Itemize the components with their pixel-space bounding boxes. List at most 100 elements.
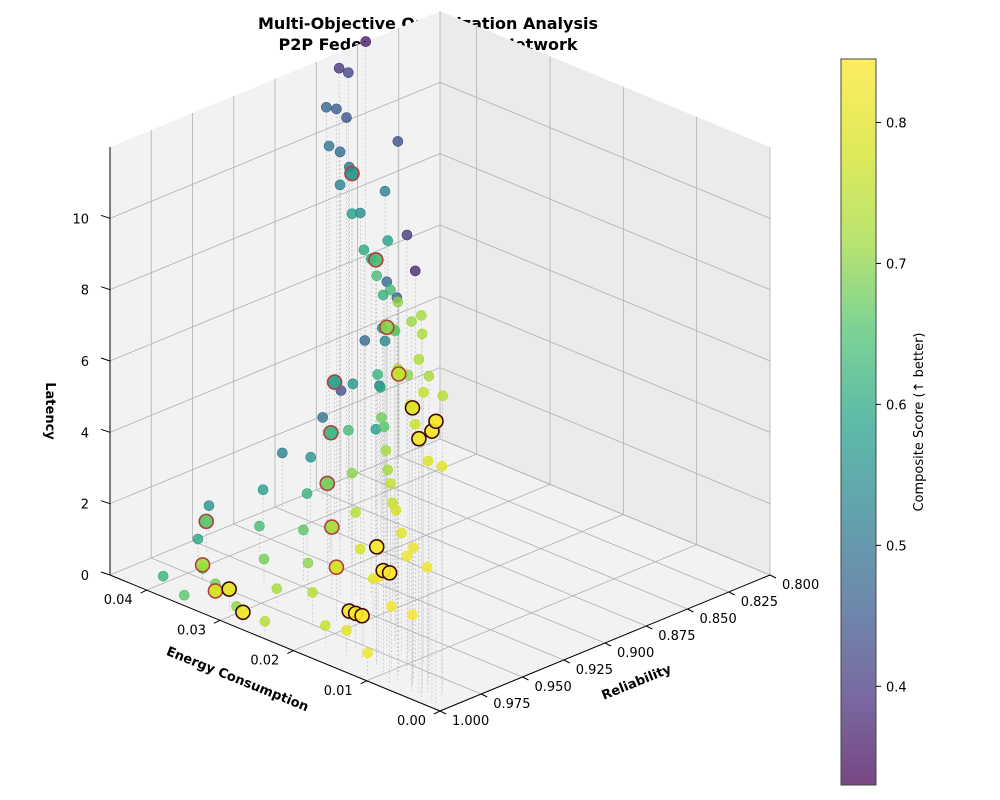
pareto-point [404, 400, 421, 416]
data-point [407, 609, 418, 621]
x-tick-label: 0.00 [397, 714, 426, 729]
grid-z [439, 81, 771, 219]
data-point [301, 488, 313, 499]
grid-z [439, 367, 771, 505]
pareto-point [344, 165, 360, 182]
data-point [376, 412, 387, 423]
data-point [362, 647, 373, 659]
y-tick-label: 1.000 [452, 714, 489, 729]
x-tick-mark [360, 680, 367, 685]
axis-ticks: 0.00 0.01 0.02 0.03 0.04 0.800 0.825 0.850 0.875… [72, 147, 819, 729]
data-point [331, 103, 342, 115]
grid-z [439, 153, 771, 291]
y-tick-mark [481, 693, 488, 698]
x-tick-label: 0.03 [177, 623, 206, 638]
colorbar-ticks: 0.4 0.5 0.6 0.7 0.8 [876, 116, 907, 695]
data-point [401, 550, 413, 562]
data-point [277, 447, 288, 459]
z-tick-label: 2 [81, 498, 89, 513]
y-tick-label: 0.850 [700, 612, 737, 627]
z-tick-mark [100, 286, 111, 291]
z-tick-label: 0 [81, 569, 89, 584]
data-point [437, 390, 449, 402]
data-point [259, 616, 271, 627]
y-tick-mark [646, 625, 653, 630]
data-point [378, 421, 390, 433]
pareto-point [381, 565, 398, 581]
pareto-point [319, 475, 336, 492]
z-tick-mark [100, 357, 111, 362]
data-point [359, 335, 371, 346]
x-axis-label: Energy Consumption [164, 644, 311, 715]
data-point [157, 570, 169, 582]
y-tick-mark [439, 710, 447, 715]
x-tick-label: 0.02 [250, 654, 279, 669]
grid-z [109, 153, 441, 291]
data-point [392, 296, 404, 308]
grid-y [357, 472, 688, 610]
data-point [333, 62, 345, 74]
data-point [390, 504, 402, 516]
pareto-point [328, 559, 345, 576]
pareto-point [324, 519, 340, 535]
pareto-point [354, 607, 370, 624]
data-point [422, 455, 434, 467]
pareto-point [390, 366, 407, 382]
y-tick-label: 0.925 [576, 663, 613, 678]
pareto-point [379, 319, 395, 336]
x-tick-mark [433, 710, 441, 715]
data-point [298, 524, 309, 536]
data-point [305, 451, 317, 463]
data-point [371, 270, 383, 282]
y-tick-mark [728, 591, 735, 596]
pareto-point [326, 374, 343, 390]
z-tick-label: 4 [81, 426, 89, 441]
y-tick-label: 0.900 [617, 646, 654, 661]
data-point [302, 557, 314, 569]
data-point [307, 587, 318, 598]
data-point [192, 533, 204, 545]
data-point [409, 418, 421, 430]
grid-y [398, 455, 729, 593]
data-point [358, 244, 370, 256]
y-tick-label: 0.875 [658, 629, 695, 644]
scatter-points [157, 36, 449, 707]
data-point [408, 542, 419, 553]
data-point [341, 625, 352, 636]
data-point [413, 354, 425, 365]
y-tick-label: 0.800 [782, 578, 819, 593]
y-tick-label: 0.950 [535, 680, 572, 695]
data-point [343, 424, 354, 436]
data-point [379, 185, 391, 197]
data-point [401, 229, 413, 241]
data-point [334, 146, 346, 158]
pareto-point [207, 583, 224, 599]
colorbar-tick-label: 0.7 [886, 257, 907, 272]
pareto-point [368, 539, 385, 555]
x-tick-mark [140, 589, 147, 594]
data-point [346, 467, 358, 479]
y-tick-mark [604, 642, 612, 647]
colorbar-gradient [840, 58, 877, 786]
data-point [354, 543, 366, 555]
z-axis-label: Latency [42, 382, 57, 440]
data-point [347, 378, 359, 390]
data-point [257, 484, 269, 496]
z-tick-label: 10 [72, 212, 89, 227]
data-point [382, 235, 394, 246]
data-point [341, 112, 352, 123]
data-point [382, 464, 394, 476]
colorbar-label: Composite Score (↑ better) [912, 332, 927, 511]
grid-z [109, 81, 441, 219]
grid-y [151, 557, 482, 695]
y-tick-label: 0.975 [493, 697, 530, 712]
data-point [386, 601, 397, 612]
pareto-point [198, 513, 215, 530]
data-point [372, 369, 383, 380]
data-point [321, 101, 332, 113]
data-point [377, 289, 389, 301]
pareto-point [194, 557, 211, 573]
data-point [409, 265, 421, 277]
y-tick-mark [522, 676, 529, 681]
x-tick-mark [287, 650, 294, 655]
